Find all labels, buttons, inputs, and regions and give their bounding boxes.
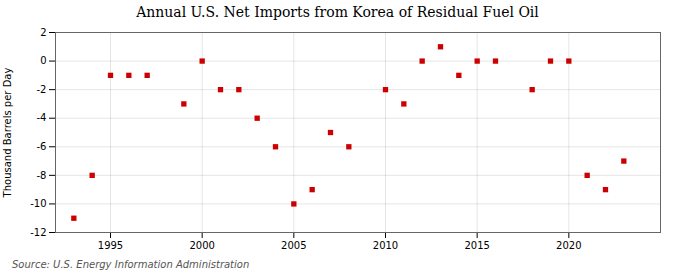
svg-text:-4: -4: [37, 112, 47, 123]
svg-text:2: 2: [40, 27, 46, 38]
svg-text:2020: 2020: [556, 240, 581, 251]
svg-text:-12: -12: [30, 227, 46, 238]
svg-text:2010: 2010: [373, 240, 398, 251]
html-text:Source: U.S. Energy Informatio: Source: U.S. Energy Information Administ…: [12, 259, 250, 270]
svg-text:Thousand Barrels per Day: Thousand Barrels per Day: [2, 68, 13, 199]
html-text:Annual U.S. Net Imports from K: Annual U.S. Net Imports from Korea of Re…: [136, 4, 539, 20]
svg-text:1995: 1995: [98, 240, 123, 251]
svg-text:-2: -2: [37, 84, 47, 95]
svg-text:-6: -6: [37, 141, 47, 152]
svg-text:-8: -8: [37, 170, 47, 181]
svg-text:-10: -10: [30, 198, 46, 209]
svg-text:2000: 2000: [189, 240, 214, 251]
svg-text:0: 0: [40, 55, 46, 66]
svg-text:2005: 2005: [281, 240, 306, 251]
svg-text:2015: 2015: [464, 240, 489, 251]
